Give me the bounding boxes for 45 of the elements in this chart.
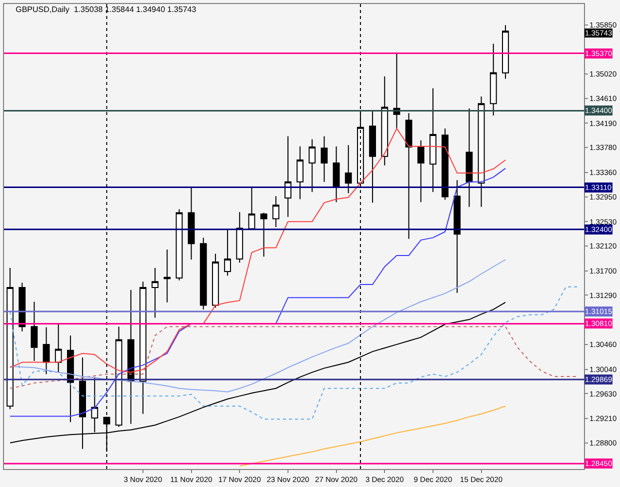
candlestick	[430, 88, 436, 193]
candlestick	[248, 187, 256, 230]
candlestick	[42, 326, 50, 375]
candlestick	[478, 96, 485, 208]
candlestick	[176, 208, 183, 281]
line-series	[10, 326, 578, 389]
candlestick	[152, 267, 158, 318]
candlestick	[91, 376, 98, 433]
candlestick	[30, 301, 38, 362]
candlestick	[188, 186, 195, 260]
candlestick	[393, 52, 400, 130]
candlestick	[260, 212, 268, 258]
candlestick	[417, 140, 424, 203]
candlestick	[164, 249, 171, 303]
candlestick	[332, 146, 340, 203]
candlestick	[67, 335, 74, 423]
chart-title: GBPUSD,Daily 1.35038 1.35844 1.34940 1.35743	[16, 4, 197, 14]
line-series	[239, 406, 506, 467]
candlestick	[308, 138, 316, 193]
candlestick	[115, 326, 122, 428]
candlestick	[320, 136, 328, 182]
candlestick	[381, 76, 388, 166]
candlestick	[454, 180, 461, 294]
candlestick	[140, 281, 146, 414]
candlestick	[466, 108, 473, 208]
candlestick	[272, 196, 280, 228]
candlestick	[405, 112, 412, 240]
candlestick	[224, 229, 231, 276]
candlestick	[236, 212, 244, 264]
candlestick	[127, 289, 134, 424]
candlestick	[296, 146, 304, 200]
candlestick	[502, 24, 509, 80]
line-series	[10, 286, 578, 420]
candlestick	[6, 267, 14, 410]
candlestick	[212, 253, 219, 308]
line-series	[10, 259, 506, 392]
candlestick	[200, 237, 207, 310]
candlestick	[344, 144, 352, 194]
line-series	[10, 128, 506, 373]
candlestick	[284, 136, 292, 218]
candlestick	[18, 282, 26, 332]
candlestick	[442, 128, 448, 200]
candlestick	[54, 324, 62, 373]
candlestick	[490, 43, 497, 116]
candlestick	[369, 110, 376, 204]
